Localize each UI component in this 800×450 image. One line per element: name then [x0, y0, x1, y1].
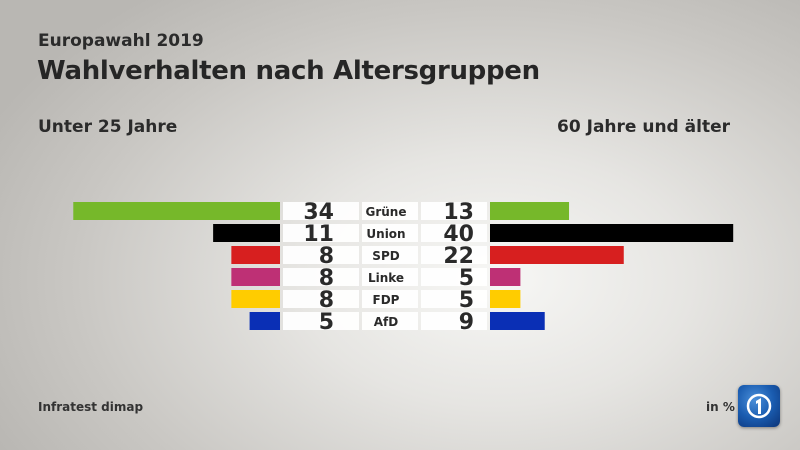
unit-label: in %: [706, 400, 735, 414]
category-label-fdp: FDP: [373, 293, 400, 307]
value-cell-right: [421, 246, 487, 264]
value-label-left-spd: 8: [319, 244, 334, 269]
chart-title: Wahlverhalten nach Altersgruppen: [37, 56, 540, 86]
value-cell-left: [283, 312, 359, 330]
value-label-right-union: 40: [443, 222, 474, 247]
bar-left-linke: [231, 268, 280, 286]
category-cell: [362, 312, 418, 330]
category-label-gruene: Grüne: [366, 205, 407, 219]
value-cell-right: [421, 312, 487, 330]
category-label-afd: AfD: [374, 315, 399, 329]
value-cell-left: [283, 224, 359, 242]
value-cell-right: [421, 224, 487, 242]
bar-left-union: [213, 224, 280, 242]
value-cell-left: [283, 268, 359, 286]
chart-subtitle: Europawahl 2019: [38, 31, 204, 51]
bar-right-afd: [490, 312, 545, 330]
category-label-union: Union: [366, 227, 405, 241]
tagesschau-logo-icon: [738, 385, 780, 427]
category-cell: [362, 202, 418, 220]
category-cell: [362, 290, 418, 308]
value-label-left-linke: 8: [319, 266, 334, 291]
value-label-left-union: 11: [303, 222, 334, 247]
value-label-right-fdp: 5: [459, 288, 474, 313]
bar-right-linke: [490, 268, 521, 286]
source-label: Infratest dimap: [38, 400, 144, 414]
value-label-right-gruene: 13: [443, 200, 474, 225]
group-label-right: 60 Jahre und älter: [557, 117, 730, 137]
value-label-right-spd: 22: [443, 244, 474, 269]
value-label-left-fdp: 8: [319, 288, 334, 313]
value-cell-left: [283, 202, 359, 220]
category-label-linke: Linke: [368, 271, 404, 285]
bar-left-afd: [249, 312, 280, 330]
category-cell: [362, 246, 418, 264]
bar-left-gruene: [73, 202, 280, 220]
category-cell: [362, 268, 418, 286]
bar-right-gruene: [490, 202, 570, 220]
value-cell-right: [421, 290, 487, 308]
bar-right-spd: [490, 246, 624, 264]
bar-right-fdp: [490, 290, 521, 308]
value-label-right-afd: 9: [459, 310, 474, 335]
category-label-spd: SPD: [372, 249, 399, 263]
value-label-right-linke: 5: [459, 266, 474, 291]
value-cell-left: [283, 246, 359, 264]
group-label-left: Unter 25 Jahre: [38, 117, 178, 137]
bar-left-fdp: [231, 290, 280, 308]
value-label-left-afd: 5: [319, 310, 334, 335]
value-cell-right: [421, 268, 487, 286]
value-cell-right: [421, 202, 487, 220]
value-cell-left: [283, 290, 359, 308]
value-label-left-gruene: 34: [303, 200, 334, 225]
bar-left-spd: [231, 246, 280, 264]
bar-right-union: [490, 224, 734, 242]
category-cell: [362, 224, 418, 242]
